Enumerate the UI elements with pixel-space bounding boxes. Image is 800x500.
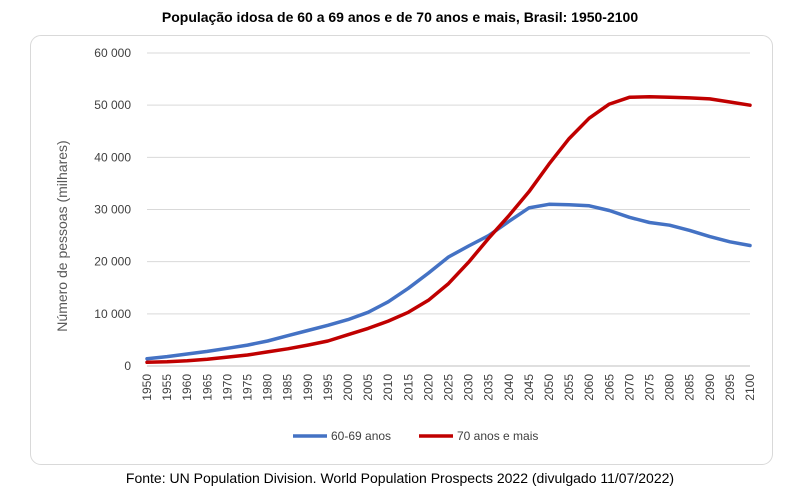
x-tick-label: 1960 bbox=[180, 374, 194, 401]
x-tick-label: 1990 bbox=[301, 374, 315, 401]
x-tick-label: 2015 bbox=[401, 374, 415, 401]
x-tick-label: 1995 bbox=[321, 374, 335, 401]
y-tick-label: 60 000 bbox=[94, 46, 131, 60]
x-tick-label: 2005 bbox=[361, 374, 375, 401]
x-tick-label: 2035 bbox=[482, 374, 496, 401]
x-tick-label: 1985 bbox=[281, 374, 295, 401]
legend: 60-69 anos 70 anos e mais bbox=[293, 429, 538, 443]
x-tick-label: 1955 bbox=[160, 374, 174, 401]
source-note: Fonte: UN Population Division. World Pop… bbox=[125, 470, 675, 486]
x-tick-label: 1980 bbox=[261, 374, 275, 401]
x-tick-label: 2070 bbox=[622, 374, 636, 401]
x-tick-label: 1975 bbox=[241, 374, 255, 401]
y-tick-label: 30 000 bbox=[94, 203, 131, 217]
x-tick-label: 1965 bbox=[200, 374, 214, 401]
x-tick-label: 2100 bbox=[743, 374, 757, 401]
x-tick-label: 2010 bbox=[381, 374, 395, 401]
series-lines bbox=[145, 95, 752, 365]
x-tick-label: 2085 bbox=[683, 374, 697, 401]
y-tick-label: 40 000 bbox=[94, 150, 131, 164]
x-tick-label: 2090 bbox=[703, 374, 717, 401]
x-tick-label: 2075 bbox=[643, 374, 657, 401]
x-tick-label: 2020 bbox=[421, 374, 435, 401]
series-line-2 bbox=[145, 95, 752, 365]
y-tick-label: 20 000 bbox=[94, 255, 131, 269]
x-tick-labels: 1950 1955 1960 1965 1970 1975 1980 1985 1990 1995… bbox=[140, 374, 757, 401]
x-tick-label: 2055 bbox=[562, 374, 576, 401]
x-tick-label: 2045 bbox=[522, 374, 536, 401]
x-tick-label: 2080 bbox=[663, 374, 677, 401]
chart-title: População idosa de 60 a 69 anos e de 70 … bbox=[161, 9, 639, 25]
x-tick-label: 1970 bbox=[220, 374, 234, 401]
x-tick-label: 2030 bbox=[462, 374, 476, 401]
y-axis-label: Número de pessoas (milhares) bbox=[54, 140, 70, 331]
x-tick-label: 2000 bbox=[341, 374, 355, 401]
x-tick-label: 2040 bbox=[502, 374, 516, 401]
x-tick-label: 1950 bbox=[140, 374, 154, 401]
legend-label: 70 anos e mais bbox=[457, 429, 538, 443]
series-line-1 bbox=[145, 202, 752, 361]
y-tick-label: 0 bbox=[124, 359, 131, 373]
x-tick-label: 2095 bbox=[723, 374, 737, 401]
x-tick-label: 2025 bbox=[442, 374, 456, 401]
y-tick-label: 10 000 bbox=[94, 307, 131, 321]
chart-frame bbox=[30, 35, 773, 465]
x-tick-label: 2050 bbox=[542, 374, 556, 401]
y-tick-labels: 0 10 000 20 000 30 000 40 000 50 000 60 000 bbox=[94, 46, 131, 373]
legend-label: 60-69 anos bbox=[331, 429, 391, 443]
gridlines bbox=[147, 52, 750, 367]
y-tick-label: 50 000 bbox=[94, 98, 131, 112]
x-tick-label: 2060 bbox=[582, 374, 596, 401]
x-tick-label: 2065 bbox=[602, 374, 616, 401]
